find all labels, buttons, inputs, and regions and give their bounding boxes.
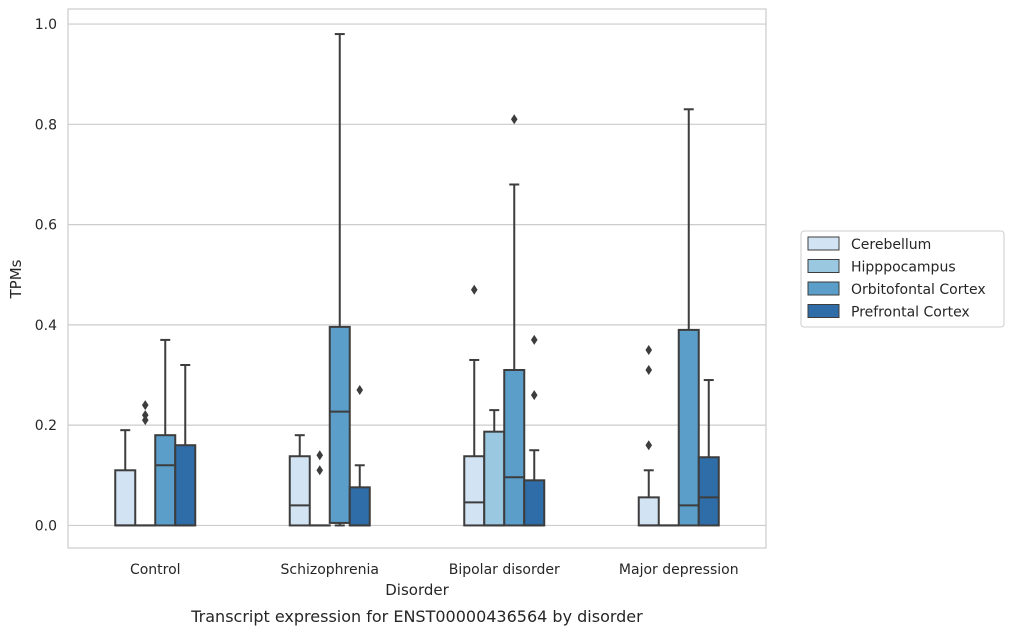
box xyxy=(115,470,135,525)
legend-label: Cerebellum xyxy=(851,237,931,253)
box xyxy=(679,330,699,526)
x-axis-ticks: Control Schizophrenia Bipolar disorder Majo… xyxy=(130,562,739,578)
legend-label: Prefrontal Cortex xyxy=(851,305,970,321)
legend-swatch xyxy=(808,237,839,250)
legend-label: Hipppocampus xyxy=(851,260,956,276)
y-tick-label: 0.4 xyxy=(35,318,57,334)
box xyxy=(464,456,484,525)
legend-label: Orbitofontal Cortex xyxy=(851,282,986,298)
y-tick-label: 0.6 xyxy=(35,218,57,234)
box xyxy=(524,480,544,525)
legend-swatch xyxy=(808,305,839,318)
chart-caption: Transcript expression for ENST0000043656… xyxy=(190,607,643,626)
y-tick-label: 0.2 xyxy=(35,418,57,434)
y-axis-ticks: 0.0 0.2 0.4 0.6 0.8 1.0 xyxy=(35,17,57,534)
x-tick-label: Schizophrenia xyxy=(281,562,379,578)
box xyxy=(639,497,659,525)
y-tick-label: 0.8 xyxy=(35,117,57,133)
x-axis-label: Disorder xyxy=(385,581,449,599)
box xyxy=(484,432,504,526)
y-tick-label: 1.0 xyxy=(35,17,57,33)
box xyxy=(350,487,370,525)
y-axis-label: TPMs xyxy=(7,259,25,299)
box xyxy=(290,456,310,525)
x-tick-label: Major depression xyxy=(619,562,739,578)
x-tick-label: Control xyxy=(130,562,181,578)
legend: Cerebellum Hipppocampus Orbitofontal Corte… xyxy=(801,231,1004,327)
box xyxy=(330,327,350,523)
box xyxy=(699,457,719,525)
y-tick-label: 0.0 xyxy=(35,518,57,534)
legend-swatch xyxy=(808,282,839,295)
box xyxy=(175,445,195,525)
legend-swatch xyxy=(808,260,839,273)
x-tick-label: Bipolar disorder xyxy=(449,562,560,578)
box xyxy=(155,435,175,525)
box xyxy=(504,370,524,525)
